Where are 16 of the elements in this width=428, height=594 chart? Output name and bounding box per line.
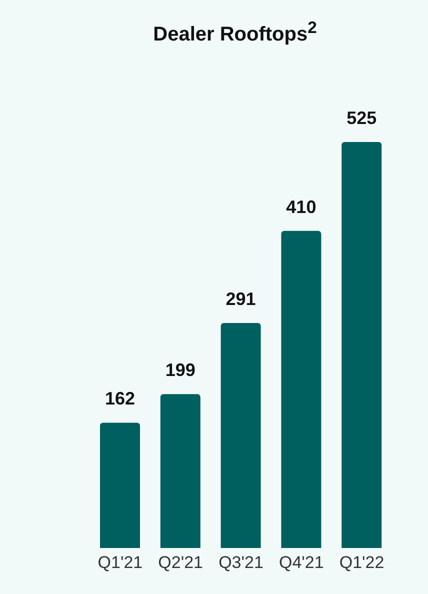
bar <box>281 230 322 548</box>
data-label: 525 <box>346 108 377 128</box>
data-label: 291 <box>226 288 256 309</box>
bar <box>160 394 200 548</box>
chart-title: Dealer Rooftops$^{2}$ <box>152 18 318 47</box>
x-tick-label: Q3'21 <box>218 553 264 572</box>
x-tick-label: Q4'21 <box>278 553 324 572</box>
bar <box>220 322 261 548</box>
x-tick-label: Q2'21 <box>158 553 204 572</box>
x-tick-label: Q1'21 <box>98 553 143 572</box>
data-label: 162 <box>104 388 136 409</box>
x-tick-label: Q1'22 <box>339 553 384 572</box>
bar <box>100 422 140 548</box>
data-label: 410 <box>286 196 316 217</box>
data-label: 199 <box>165 360 196 380</box>
bar <box>342 142 382 548</box>
